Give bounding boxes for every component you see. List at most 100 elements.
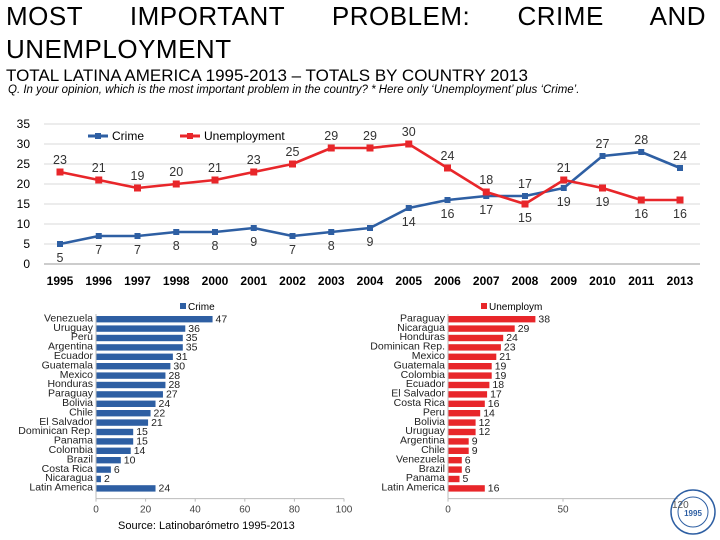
source-note: Source: Latinobarómetro 1995-2013	[118, 520, 295, 532]
bar-value-label: 19	[495, 360, 507, 372]
bar-value-label: 16	[488, 398, 500, 410]
data-label: 9	[250, 235, 257, 249]
bar	[448, 457, 462, 464]
data-point-unemployment	[172, 180, 180, 188]
bar-value-label: 5	[463, 473, 469, 485]
bar-value-label: 47	[216, 313, 228, 325]
data-point-unemployment	[289, 160, 296, 168]
x-tick-label: 2008	[512, 274, 539, 288]
data-point-unemployment	[95, 176, 103, 184]
data-label: 19	[557, 195, 571, 209]
data-label: 8	[328, 239, 335, 253]
bar-value-label: 21	[151, 417, 163, 429]
bar-value-label: 24	[506, 332, 518, 344]
bar-category-label: Argentina	[48, 341, 93, 353]
bar-value-label: 2	[104, 473, 110, 485]
x-tick-label: 2003	[318, 274, 345, 288]
bar	[96, 457, 121, 464]
bar	[448, 475, 460, 483]
bar-value-label: 18	[492, 379, 504, 391]
data-point-unemployment	[366, 144, 374, 152]
bar	[96, 353, 173, 360]
bar	[96, 438, 134, 445]
data-point-crime	[134, 233, 141, 239]
bar	[448, 334, 504, 342]
legend-swatch	[481, 303, 487, 309]
y-tick-label: 20	[17, 177, 31, 191]
bar-category-label: Paraguay	[400, 312, 446, 324]
bar-category-label: Costa Rica	[394, 397, 446, 409]
bar-value-label: 36	[188, 323, 200, 335]
data-label: 9	[367, 235, 374, 249]
page-subtitle: TOTAL LATINA AMERICA 1995-2013 – TOTALS …	[6, 66, 528, 85]
bar	[96, 325, 186, 332]
data-point-unemployment	[56, 168, 64, 176]
bar-value-label: 12	[479, 426, 491, 438]
bar-value-label: 27	[166, 389, 178, 401]
bar-category-label: Argentina	[400, 435, 445, 447]
y-tick-label: 30	[17, 137, 31, 151]
data-point-crime	[522, 193, 528, 199]
bar-value-label: 22	[154, 407, 166, 419]
data-point-crime	[95, 233, 102, 239]
bar	[96, 400, 156, 407]
data-point-crime	[289, 233, 296, 239]
data-label: 17	[518, 177, 532, 191]
bar-category-label: Nicaragua	[45, 472, 93, 484]
bar-value-label: 6	[465, 464, 471, 476]
data-label: 24	[673, 149, 687, 163]
x-tick-label: 2007	[473, 274, 500, 288]
bar	[96, 410, 151, 417]
data-point-crime	[560, 185, 567, 191]
data-label: 21	[208, 161, 222, 175]
data-label: 8	[212, 239, 219, 253]
bar	[96, 428, 134, 436]
unemployment-bar-chart: Unemploym Paraguay 38 Nicaragua 29 Honduras 24…	[370, 302, 678, 516]
data-label: 18	[479, 173, 493, 187]
data-label: 21	[92, 161, 106, 175]
data-point-unemployment	[521, 200, 529, 208]
data-label: 16	[441, 207, 455, 221]
data-label: 5	[57, 251, 64, 265]
bar-category-label: Latin America	[381, 482, 445, 494]
bar	[96, 391, 163, 398]
series-line-unemployment	[59, 142, 680, 206]
bar-value-label: 6	[465, 454, 471, 466]
bar	[448, 447, 469, 454]
bar	[448, 428, 476, 436]
bar	[96, 447, 131, 454]
bar	[448, 363, 492, 370]
data-label: 29	[363, 129, 377, 143]
data-point-crime	[677, 165, 683, 171]
bar-value-label: 23	[504, 342, 516, 354]
bar-category-label: Bolivia	[62, 397, 93, 409]
bar-category-label: Venezuela	[396, 453, 445, 465]
y-tick-label: 0	[23, 257, 30, 271]
bar-value-label: 14	[483, 407, 495, 419]
data-label: 27	[596, 137, 610, 151]
bar-value-label: 35	[186, 342, 198, 354]
bar-category-label: Dominican Rep.	[370, 341, 445, 353]
data-point-unemployment	[637, 196, 645, 204]
y-tick-label: 15	[17, 197, 31, 211]
x-tick-label: 1995	[47, 274, 74, 288]
x-tick-label: 40	[190, 505, 202, 516]
data-point-unemployment	[560, 176, 568, 184]
data-point-unemployment	[134, 184, 141, 192]
bar	[96, 363, 171, 370]
bar-category-label: Colombia	[401, 369, 446, 381]
data-label: 7	[289, 243, 296, 257]
bar-value-label: 19	[495, 370, 507, 382]
legend-label: Unemployment	[204, 129, 285, 143]
bar-category-label: Paraguay	[48, 388, 94, 400]
x-tick-label: 50	[557, 505, 569, 516]
data-label: 23	[53, 153, 67, 167]
bar-category-label: Honduras	[399, 331, 445, 343]
data-label: 23	[247, 153, 261, 167]
bar-category-label: El Salvador	[39, 416, 93, 428]
bar-value-label: 14	[134, 445, 146, 457]
bar-value-label: 29	[518, 323, 530, 335]
bar	[96, 316, 213, 323]
survey-question: Q. In your opinion, which is the most im…	[8, 84, 580, 96]
latinobarometro-seal: 1995	[670, 489, 716, 535]
